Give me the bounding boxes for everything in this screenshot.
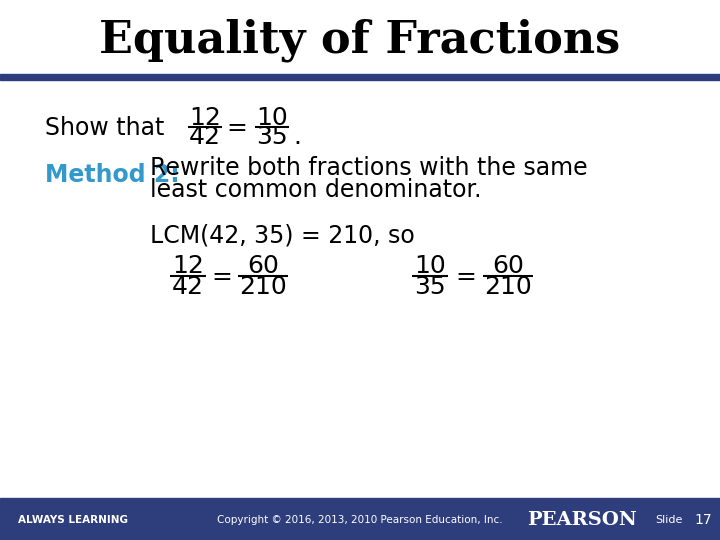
Text: 17: 17: [694, 513, 712, 527]
Text: 42: 42: [189, 125, 221, 149]
Text: 12: 12: [189, 106, 221, 130]
Text: ALWAYS LEARNING: ALWAYS LEARNING: [18, 515, 128, 525]
Text: 60: 60: [492, 254, 524, 278]
Text: least common denominator.: least common denominator.: [150, 178, 482, 202]
Text: Slide: Slide: [655, 515, 683, 525]
Text: .: .: [293, 125, 301, 149]
Text: Equality of Fractions: Equality of Fractions: [99, 18, 621, 62]
Text: 12: 12: [172, 254, 204, 278]
Bar: [0, 74, 720, 80]
Text: Copyright © 2016, 2013, 2010 Pearson Education, Inc.: Copyright © 2016, 2013, 2010 Pearson Edu…: [217, 515, 503, 525]
Text: 60: 60: [247, 254, 279, 278]
Text: 35: 35: [414, 275, 446, 299]
Text: =: =: [456, 265, 477, 289]
Text: Show that: Show that: [45, 116, 164, 140]
Text: =: =: [227, 116, 248, 140]
Text: 42: 42: [172, 275, 204, 299]
Text: 210: 210: [239, 275, 287, 299]
Bar: [0, 498, 720, 540]
Text: =: =: [212, 265, 233, 289]
Text: 35: 35: [256, 125, 288, 149]
Text: 10: 10: [256, 106, 288, 130]
Text: Method 2:: Method 2:: [45, 163, 179, 187]
Text: PEARSON: PEARSON: [527, 511, 637, 529]
Text: 210: 210: [484, 275, 532, 299]
Text: 10: 10: [414, 254, 446, 278]
Text: Rewrite both fractions with the same: Rewrite both fractions with the same: [150, 156, 588, 180]
Text: LCM(42, 35) = 210, so: LCM(42, 35) = 210, so: [150, 223, 415, 247]
